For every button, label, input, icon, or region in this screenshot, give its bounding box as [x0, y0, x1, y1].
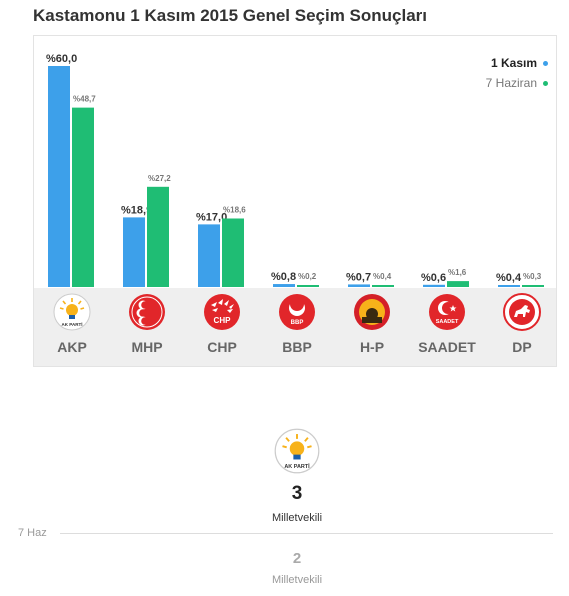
- party-akp[interactable]: AK PARTİ AKP: [34, 288, 110, 366]
- current-seat-label: Milletvekili: [271, 512, 323, 524]
- akp-bulb-logo: AK PARTİ: [53, 293, 91, 331]
- bar-label-bbp-previous: %0,2: [298, 272, 317, 281]
- chp-logo-text: CHP: [214, 316, 232, 325]
- saadet-logo-text: SAADET: [436, 319, 459, 325]
- chart-title: Kastamonu 1 Kasım 2015 Genel Seçim Sonuç…: [33, 6, 427, 25]
- current-seat-count: 3: [291, 483, 303, 504]
- bar-mhp-previous[interactable]: [147, 186, 169, 287]
- winner-logo-text: AK PARTİ: [284, 463, 310, 470]
- dp-horse-logo: [503, 293, 541, 331]
- party-hp[interactable]: H-P: [334, 288, 410, 366]
- party-name-bbp: BBP: [282, 339, 312, 355]
- legend-item-current[interactable]: 1 Kasım: [486, 53, 548, 73]
- bar-dp-previous[interactable]: [522, 285, 544, 287]
- chp-arrows-logo: CHP: [204, 294, 240, 330]
- party-mhp[interactable]: MHP: [109, 288, 185, 366]
- saadet-crescent-logo: SAADET: [429, 294, 465, 330]
- party-chp[interactable]: CHP CHP: [184, 288, 260, 366]
- akp-bulb-logo: AK PARTİ: [274, 428, 320, 474]
- bar-label-akp-previous: %48,7: [73, 95, 96, 104]
- bar-bbp-current[interactable]: [273, 284, 295, 287]
- party-name-saadet: SAADET: [418, 339, 476, 355]
- bar-label-dp-current: %0,4: [496, 272, 522, 284]
- bar-label-mhp-current: %18,9: [121, 204, 152, 216]
- bar-label-mhp-previous: %27,2: [148, 174, 171, 183]
- party-name-hp: H-P: [359, 339, 385, 355]
- party-bbp[interactable]: BBP BBP: [259, 288, 335, 366]
- party-name-chp: CHP: [207, 339, 237, 355]
- akp-logo-text: AK PARTİ: [62, 321, 83, 327]
- bar-label-h-p-current: %0,7: [346, 271, 371, 283]
- party-logo-row: AK PARTİ AKP MHP: [34, 288, 556, 366]
- section-divider: [60, 533, 553, 534]
- bar-chp-current[interactable]: [198, 224, 220, 287]
- hp-sun-logo: [354, 294, 390, 330]
- legend-label-previous: 7 Haziran: [485, 76, 537, 90]
- chart-panel: %60,0 %48,7 %18,9 %27,2 %17,0 %18,6 %0,8 %0,2 %0…: [33, 35, 557, 367]
- bar-bbp-previous[interactable]: [297, 285, 319, 287]
- chart-legend: 1 Kasım 7 Haziran: [486, 53, 548, 93]
- previous-seat-count: 2: [292, 550, 302, 567]
- legend-label-current: 1 Kasım: [490, 56, 537, 70]
- bar-label-chp-previous: %18,6: [223, 205, 246, 214]
- bar-label-chp-current: %17,0: [196, 211, 227, 223]
- bar-label-saadet-current: %0,6: [421, 272, 446, 284]
- party-name-mhp: MHP: [131, 339, 163, 355]
- bar-akp-current[interactable]: [48, 66, 70, 287]
- previous-seat-label: Milletvekili: [271, 574, 323, 586]
- winner-party-logo: AK PARTİ: [274, 428, 320, 479]
- bar-saadet-previous[interactable]: [447, 281, 469, 287]
- party-name-dp: DP: [512, 339, 532, 355]
- bar-plot: %60,0 %48,7 %18,9 %27,2 %17,0%18,6 %0,8 %0,2 %0…: [46, 53, 544, 287]
- mhp-crescents-logo: [129, 294, 165, 330]
- legend-item-previous[interactable]: 7 Haziran: [486, 73, 548, 93]
- bbp-crescent-logo: BBP: [279, 294, 315, 330]
- bar-h-p-current[interactable]: [348, 284, 370, 287]
- bar-label-akp-current: %60,0: [46, 53, 77, 65]
- bar-mhp-current[interactable]: [123, 217, 145, 287]
- bbp-logo-text: BBP: [291, 320, 304, 326]
- bar-label-dp-previous: %0,3: [523, 272, 542, 281]
- bar-label-saadet-previous: %1,6: [448, 268, 467, 277]
- party-name-akp: AKP: [57, 339, 87, 355]
- legend-dot-previous: [543, 81, 548, 87]
- bar-label-h-p-previous: %0,4: [373, 272, 392, 281]
- bar-dp-current[interactable]: [498, 285, 520, 287]
- party-dp[interactable]: DP: [484, 288, 560, 366]
- legend-dot-current: [543, 61, 548, 67]
- bar-chp-previous[interactable]: [222, 218, 244, 287]
- bar-h-p-previous[interactable]: [372, 285, 394, 287]
- party-saadet[interactable]: SAADET SAADET: [409, 288, 485, 366]
- bar-akp-previous[interactable]: [72, 107, 94, 287]
- bar-saadet-current[interactable]: [423, 284, 445, 287]
- bar-label-bbp-current: %0,8: [271, 271, 296, 283]
- previous-election-marker: 7 Haz: [18, 527, 47, 539]
